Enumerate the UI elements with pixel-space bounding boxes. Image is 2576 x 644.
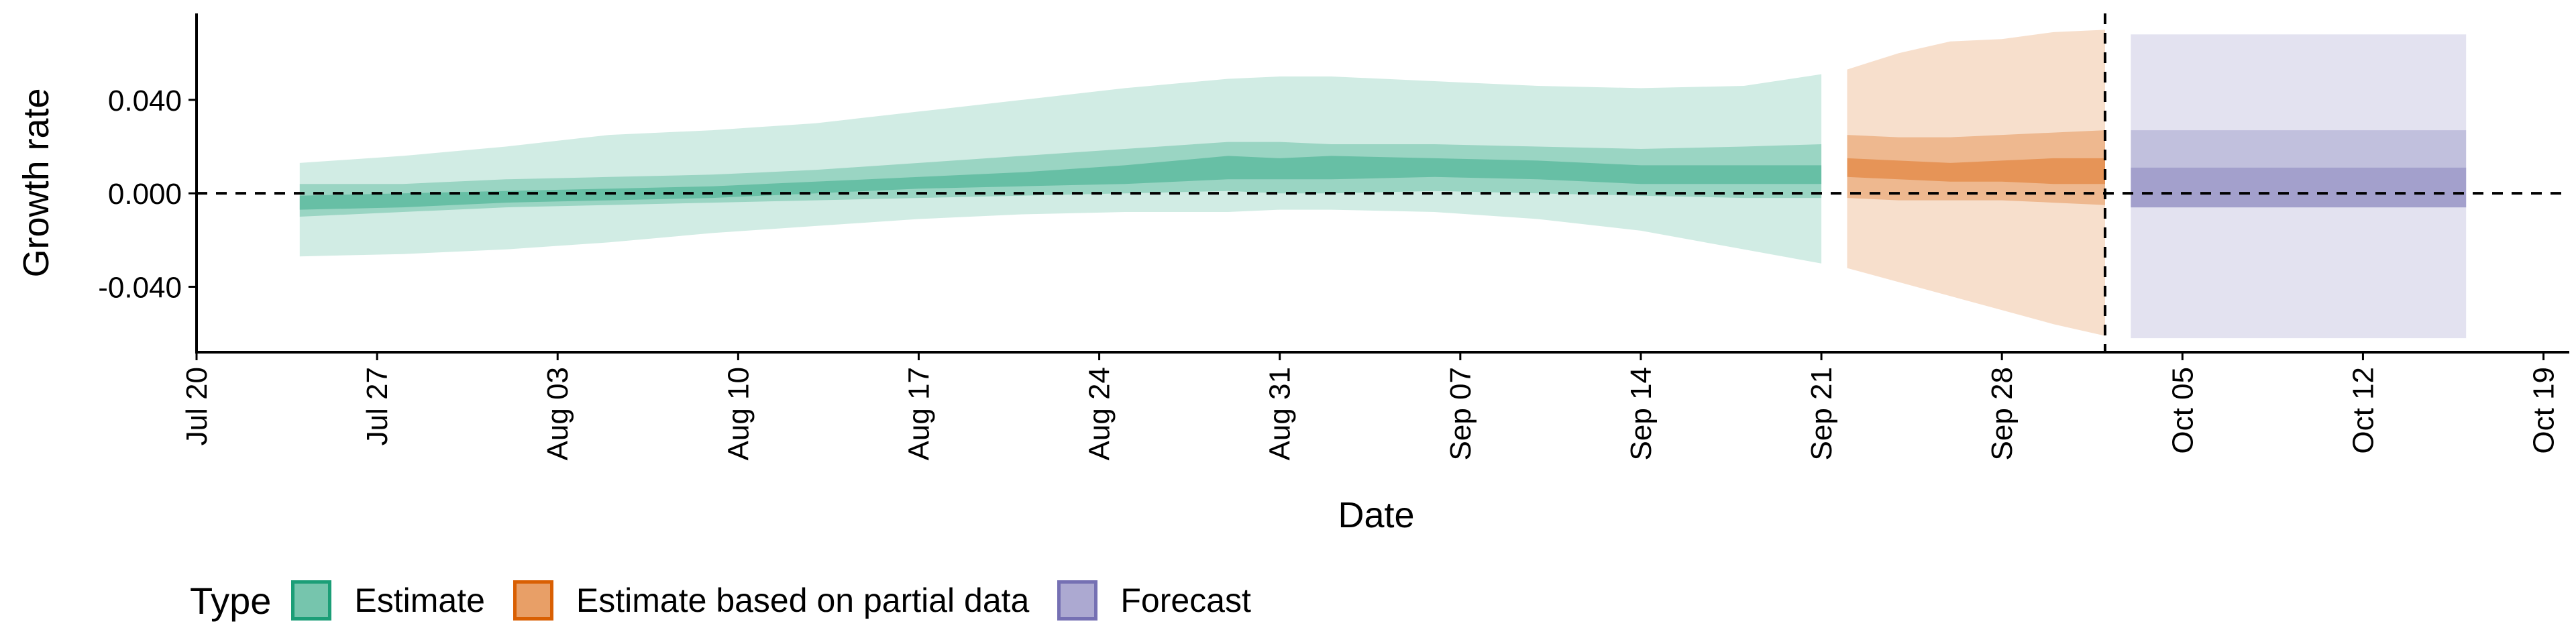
estimate-based-on-partial-data-band-90 [1847,30,2105,336]
x-tick-label: Oct 12 [2347,367,2379,454]
x-tick-label: Sep 21 [1805,367,1838,460]
credible-interval-bands [299,30,2467,339]
legend-item-forecast: Forecast [1057,580,1251,621]
x-tick-label: Aug 03 [541,367,574,460]
x-tick-label: Aug 31 [1264,367,1297,460]
legend-item-estimate: Estimate [291,580,485,621]
x-tick-label: Oct 19 [2528,367,2561,454]
x-axis-title: Date [1338,495,1414,535]
x-tick-label: Oct 05 [2166,367,2199,454]
x-tick-label: Aug 24 [1083,367,1116,460]
x-tick-label: Sep 07 [1444,367,1477,460]
legend-label-forecast: Forecast [1120,582,1251,619]
x-tick-label: Sep 14 [1625,367,1658,460]
x-tick-label: Sep 28 [1986,367,2019,460]
legend-item-partial: Estimate based on partial data [513,580,1029,621]
estimate-band-20 [299,156,1822,210]
legend-key-partial [513,580,553,621]
forecast-band-20 [2131,167,2467,208]
y-tick-label: 0.040 [108,85,182,117]
estimate-band-90 [299,74,1822,264]
x-tick-label: Aug 10 [722,367,755,460]
tick-labels: -0.040 0.000 0.040 Jul 20 Jul 27 Aug 03 Aug 10… [98,85,2560,461]
legend-title: Type [190,579,272,622]
legend-key-estimate [291,580,332,621]
estimate-band-50 [299,142,1822,217]
forecast-band-50 [2131,130,2467,208]
forecast-band-90 [2131,34,2467,339]
x-tick-label: Jul 27 [361,367,394,445]
legend-label-estimate: Estimate [354,582,485,619]
reference-lines [197,13,2569,352]
y-tick-label: -0.040 [98,271,182,304]
legend-key-forecast [1057,580,1098,621]
legend-label-partial: Estimate based on partial data [576,582,1030,619]
y-tick-label: 0.000 [108,178,182,211]
x-tick-label: Jul 20 [180,367,213,445]
estimate-based-on-partial-data-band-50 [1847,130,2105,205]
x-tick-label: Aug 17 [903,367,936,460]
y-axis-title: Growth rate [16,88,56,277]
estimate-based-on-partial-data-band-20 [1847,158,2105,184]
legend: Type Estimate Estimate based on partial … [190,574,1279,627]
axes [195,13,2569,354]
